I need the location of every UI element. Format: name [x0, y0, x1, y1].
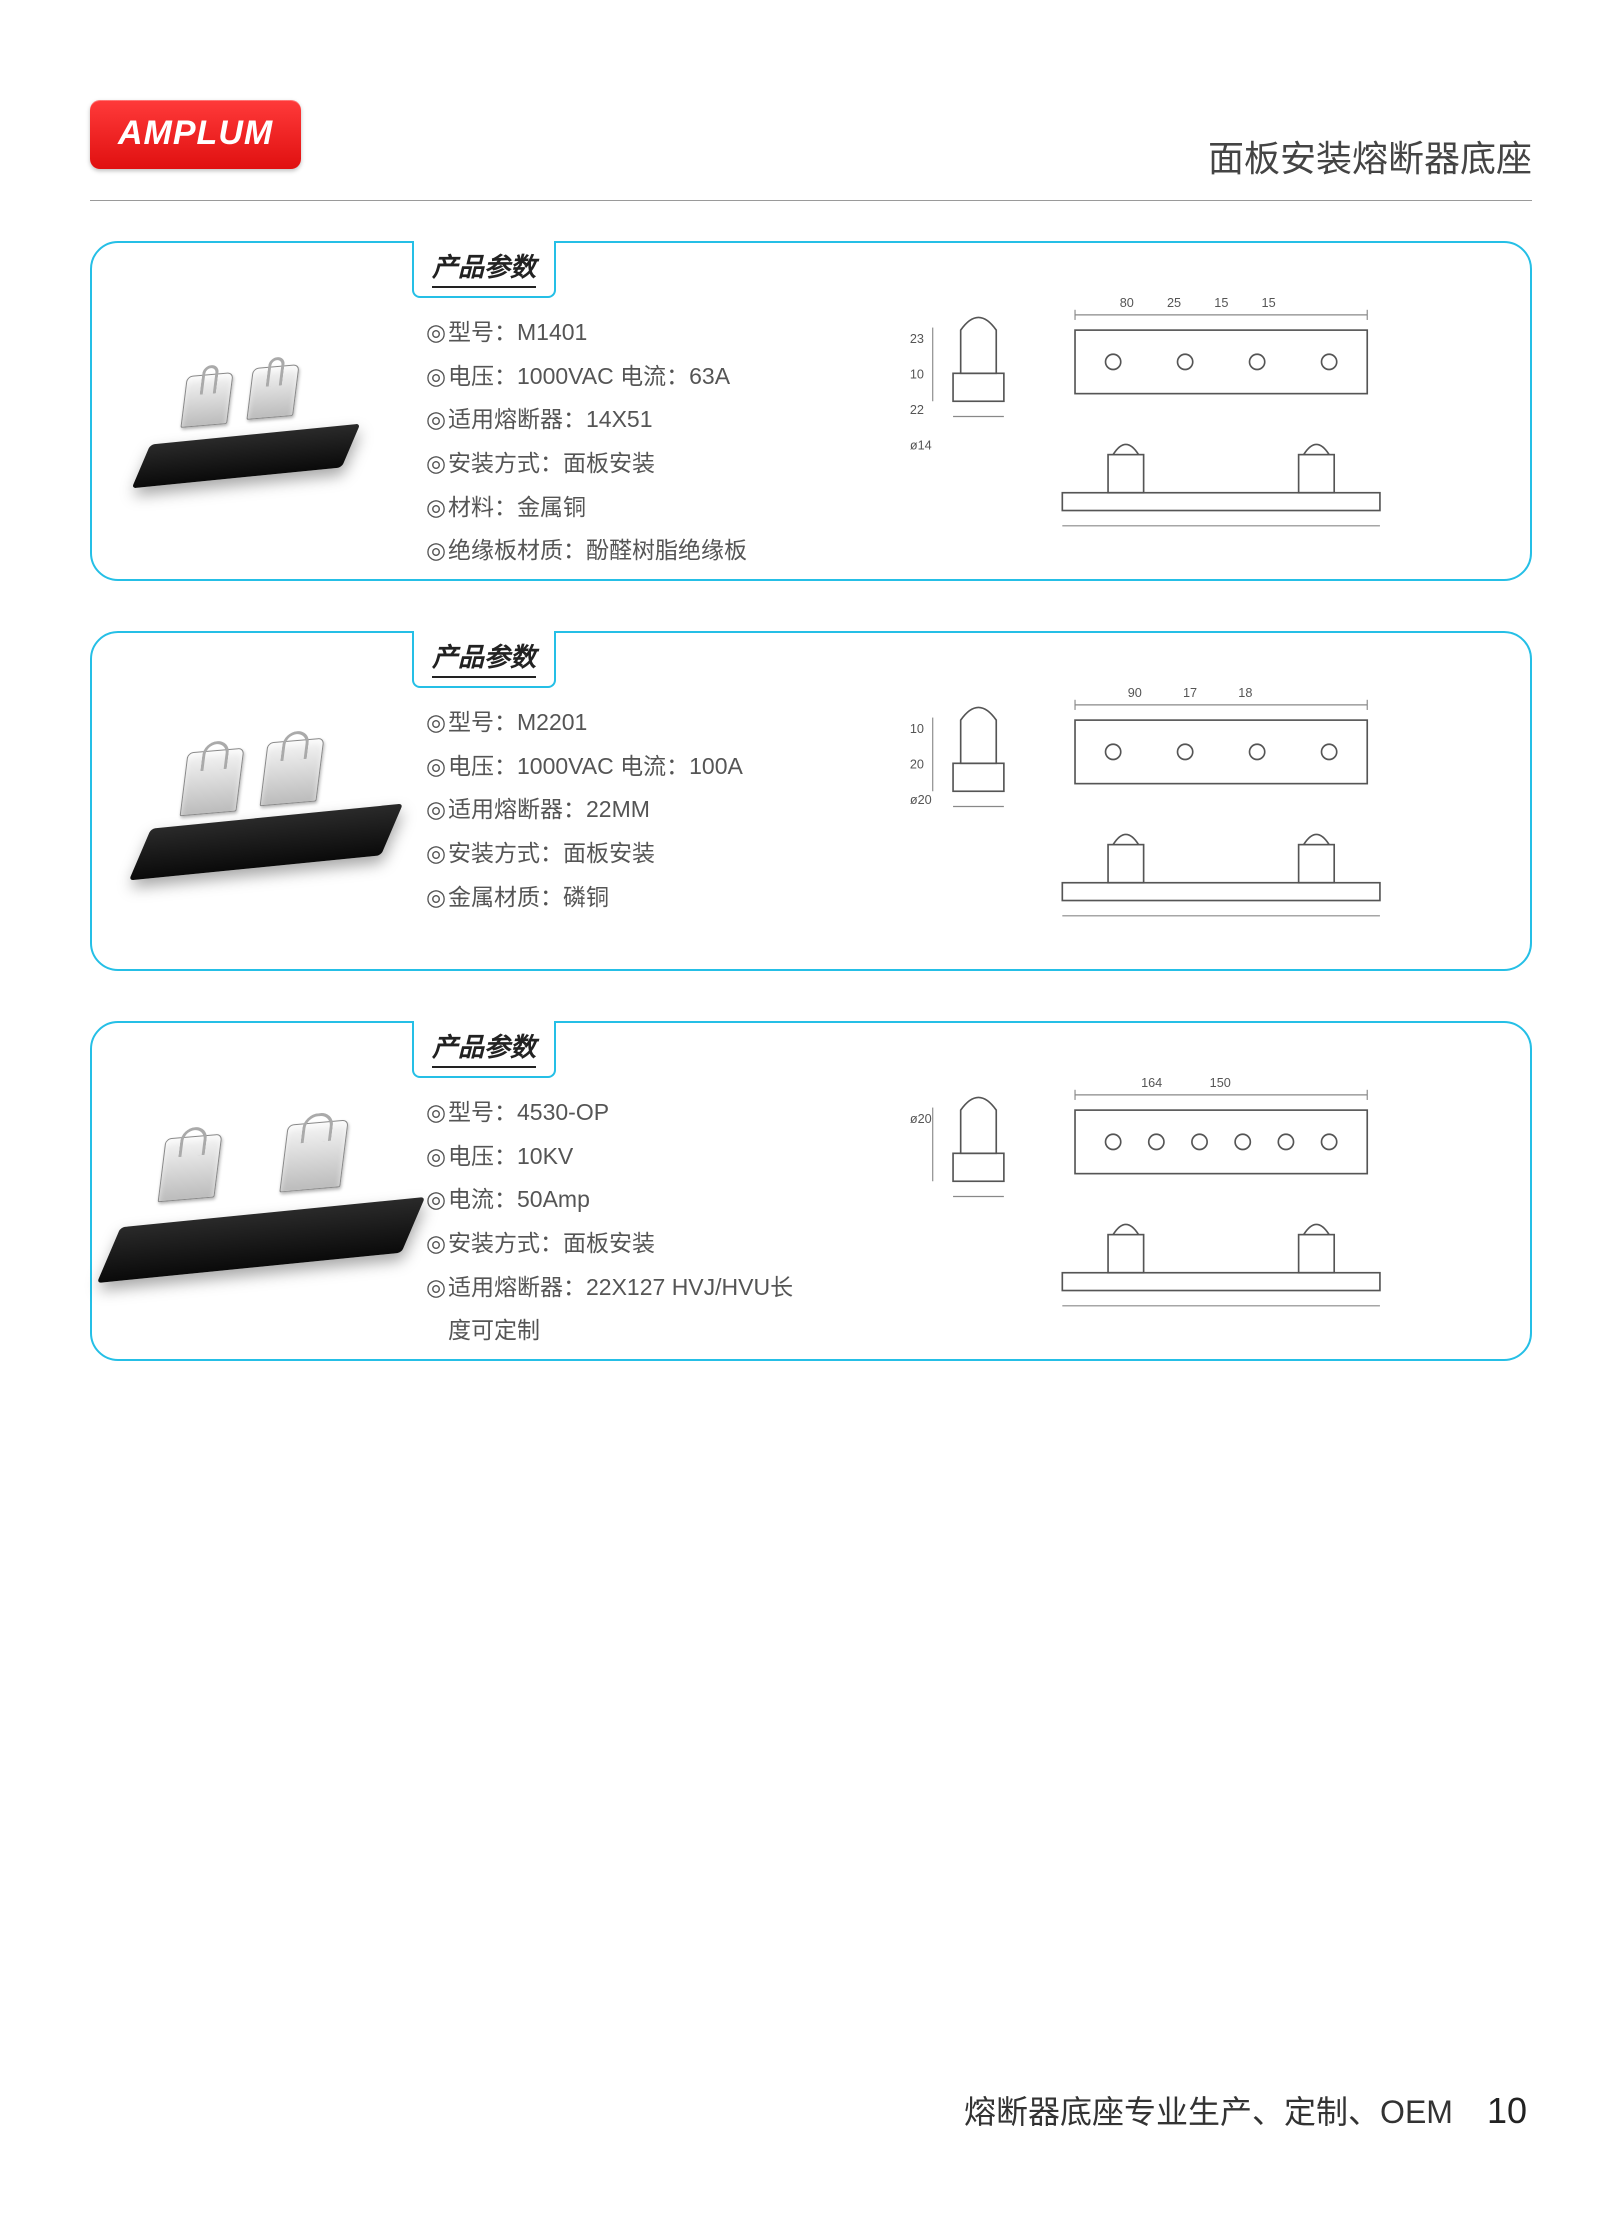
svg-text:ø20: ø20: [910, 1112, 932, 1126]
bullet-icon: ◎: [426, 442, 448, 486]
spec-line: ◎电压：1000VAC 电流：63A: [426, 355, 796, 399]
svg-text:150: 150: [1209, 1077, 1230, 1091]
svg-text:10: 10: [910, 722, 924, 736]
spec-line: ◎材料：金属铜: [426, 486, 796, 530]
svg-text:164: 164: [1141, 1077, 1162, 1091]
spec-text: 绝缘板材质：酚醛树脂绝缘板: [448, 529, 796, 573]
diagram-column: 23 10 22 ø14 80 25 15 15: [796, 271, 1506, 555]
bullet-icon: ◎: [426, 832, 448, 876]
svg-text:23: 23: [910, 332, 924, 346]
technical-diagram: ø20 164 150: [814, 1072, 1489, 1313]
bullet-icon: ◎: [426, 311, 448, 355]
spec-text: 适用熔断器：22X127 HVJ/HVU长度可定制: [448, 1266, 796, 1353]
technical-diagram: 23 10 22 ø14 80 25 15 15: [814, 292, 1489, 533]
spec-list: ◎型号：M1401◎电压：1000VAC 电流：63A◎适用熔断器：14X51◎…: [416, 271, 796, 555]
product-card: 产品参数 ◎型号：4530-OP◎电压：10KV◎电流：50Amp◎安装方式：面…: [90, 1021, 1532, 1361]
bullet-icon: ◎: [426, 1222, 448, 1266]
bullet-icon: ◎: [426, 529, 448, 573]
spec-line: ◎型号：M1401: [426, 311, 796, 355]
page-title: 面板安装熔断器底座: [1208, 130, 1532, 182]
spec-text: 型号：M2201: [448, 701, 796, 745]
spec-text: 型号：M1401: [448, 311, 796, 355]
brand-badge: AMPLUM: [90, 100, 301, 169]
spec-text: 电压：1000VAC 电流：100A: [448, 745, 796, 789]
spec-line: ◎电压：10KV: [426, 1135, 796, 1179]
bullet-icon: ◎: [426, 1266, 448, 1310]
spec-text: 安装方式：面板安装: [448, 832, 796, 876]
spec-line: ◎安装方式：面板安装: [426, 832, 796, 876]
spec-list: ◎型号：M2201◎电压：1000VAC 电流：100A◎适用熔断器：22MM◎…: [416, 661, 796, 945]
svg-text:90: 90: [1127, 687, 1141, 701]
svg-text:20: 20: [910, 758, 924, 772]
svg-text:ø20: ø20: [910, 793, 932, 807]
svg-text:15: 15: [1261, 297, 1275, 311]
bullet-icon: ◎: [426, 745, 448, 789]
bullet-icon: ◎: [426, 876, 448, 920]
spec-text: 适用熔断器：22MM: [448, 788, 796, 832]
page-number: 10: [1487, 2090, 1527, 2132]
spec-line: ◎电压：1000VAC 电流：100A: [426, 745, 796, 789]
page-footer: 熔断器底座专业生产、定制、OEM 10: [964, 2087, 1527, 2133]
spec-line: ◎金属材质：磷铜: [426, 876, 796, 920]
spec-line: ◎适用熔断器：14X51: [426, 398, 796, 442]
technical-diagram: 10 20 ø20 90 17 18: [814, 682, 1489, 923]
spec-text: 安装方式：面板安装: [448, 442, 796, 486]
svg-text:15: 15: [1214, 297, 1228, 311]
spec-line: ◎适用熔断器：22MM: [426, 788, 796, 832]
bullet-icon: ◎: [426, 355, 448, 399]
spec-line: ◎适用熔断器：22X127 HVJ/HVU长度可定制: [426, 1266, 796, 1353]
spec-text: 电压：10KV: [448, 1135, 796, 1179]
bullet-icon: ◎: [426, 1135, 448, 1179]
spec-text: 型号：4530-OP: [448, 1091, 796, 1135]
product-photo: [116, 661, 416, 945]
bullet-icon: ◎: [426, 1178, 448, 1222]
svg-text:ø14: ø14: [910, 439, 932, 453]
product-card: 产品参数 ◎型号：M2201◎电压：1000VAC 电流：100A◎适用熔断器：…: [90, 631, 1532, 971]
spec-line: ◎型号：M2201: [426, 701, 796, 745]
bullet-icon: ◎: [426, 788, 448, 832]
spec-line: ◎安装方式：面板安装: [426, 1222, 796, 1266]
svg-text:80: 80: [1119, 297, 1133, 311]
spec-line: ◎型号：4530-OP: [426, 1091, 796, 1135]
spec-header-tab: 产品参数: [412, 241, 556, 298]
bullet-icon: ◎: [426, 486, 448, 530]
spec-header-text: 产品参数: [432, 247, 536, 288]
bullet-icon: ◎: [426, 398, 448, 442]
spec-line: ◎安装方式：面板安装: [426, 442, 796, 486]
spec-header-tab: 产品参数: [412, 1021, 556, 1078]
spec-header-tab: 产品参数: [412, 631, 556, 688]
spec-text: 安装方式：面板安装: [448, 1222, 796, 1266]
spec-line: ◎绝缘板材质：酚醛树脂绝缘板: [426, 529, 796, 573]
diagram-column: 10 20 ø20 90 17 18: [796, 661, 1506, 945]
spec-line: ◎电流：50Amp: [426, 1178, 796, 1222]
spec-text: 适用熔断器：14X51: [448, 398, 796, 442]
spec-list: ◎型号：4530-OP◎电压：10KV◎电流：50Amp◎安装方式：面板安装◎适…: [416, 1051, 796, 1335]
spec-text: 金属材质：磷铜: [448, 876, 796, 920]
bullet-icon: ◎: [426, 1091, 448, 1135]
bullet-icon: ◎: [426, 701, 448, 745]
spec-text: 电流：50Amp: [448, 1178, 796, 1222]
svg-text:18: 18: [1238, 687, 1252, 701]
footer-text: 熔断器底座专业生产、定制、OEM: [964, 2087, 1453, 2133]
spec-text: 材料：金属铜: [448, 486, 796, 530]
product-photo: [116, 1051, 416, 1335]
product-photo: [116, 271, 416, 555]
product-card: 产品参数 ◎型号：M1401◎电压：1000VAC 电流：63A◎适用熔断器：1…: [90, 241, 1532, 581]
spec-header-text: 产品参数: [432, 637, 536, 678]
svg-text:25: 25: [1167, 297, 1181, 311]
header-divider: [90, 200, 1532, 201]
spec-text: 电压：1000VAC 电流：63A: [448, 355, 796, 399]
spec-header-text: 产品参数: [432, 1027, 536, 1068]
svg-text:17: 17: [1183, 687, 1197, 701]
svg-text:22: 22: [910, 403, 924, 417]
svg-text:10: 10: [910, 368, 924, 382]
diagram-column: ø20 164 150: [796, 1051, 1506, 1335]
